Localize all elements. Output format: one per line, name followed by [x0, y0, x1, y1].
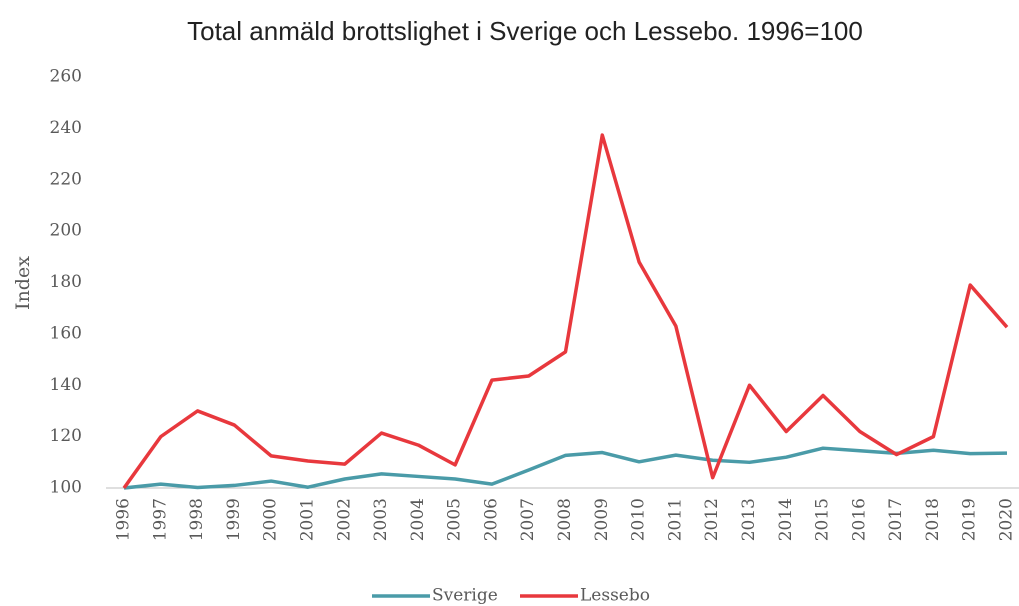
x-tick-label: 2003 [371, 498, 391, 541]
x-tick-label: 2002 [334, 498, 354, 541]
line-series [123, 446, 1008, 490]
x-tick-label: 2007 [518, 498, 538, 541]
x-tick-label: 1999 [224, 498, 244, 541]
x-tick-label: 2020 [997, 498, 1017, 541]
x-tick-label: 2010 [629, 498, 649, 541]
x-tick-label: 2001 [297, 498, 317, 541]
x-tick-label: 2016 [849, 498, 869, 541]
x-tick-label: 2018 [923, 498, 943, 541]
x-tick-label: 2015 [813, 498, 833, 541]
y-tick-label: 160 [50, 323, 82, 343]
x-tick-label: 1998 [187, 498, 207, 541]
x-tick-label: 2017 [886, 498, 906, 541]
x-tick-label: 2011 [665, 498, 685, 541]
x-tick-label: 1997 [150, 498, 170, 541]
legend-label: Lessebo [580, 586, 650, 606]
legend-label: Sverige [432, 586, 498, 606]
chart-title: Total anmäld brottslighet i Sverige och … [187, 16, 863, 46]
x-tick-label: 2019 [960, 498, 980, 541]
y-tick-label: 240 [50, 118, 82, 138]
x-tick-label: 2000 [261, 498, 281, 541]
y-tick-label: 180 [50, 272, 82, 292]
y-tick-label: 120 [50, 426, 82, 446]
x-tick-label: 2013 [739, 498, 759, 541]
y-tick-label: 140 [50, 375, 82, 395]
x-tick-label: 2005 [445, 498, 465, 541]
y-tick-label: 220 [50, 169, 82, 189]
x-tick-label: 1996 [114, 498, 134, 541]
x-tick-label: 2012 [702, 498, 722, 541]
y-tick-label: 200 [50, 221, 82, 241]
y-tick-label: 100 [50, 478, 82, 498]
x-tick-label: 2004 [408, 498, 428, 541]
y-axis-label: Index [12, 256, 34, 310]
x-tick-label: 2008 [555, 498, 575, 541]
line-series [122, 133, 1009, 490]
x-tick-label: 2006 [481, 498, 501, 541]
y-tick-label: 260 [50, 67, 82, 87]
x-tick-label: 2014 [776, 498, 796, 541]
x-tick-label: 2009 [592, 498, 612, 541]
